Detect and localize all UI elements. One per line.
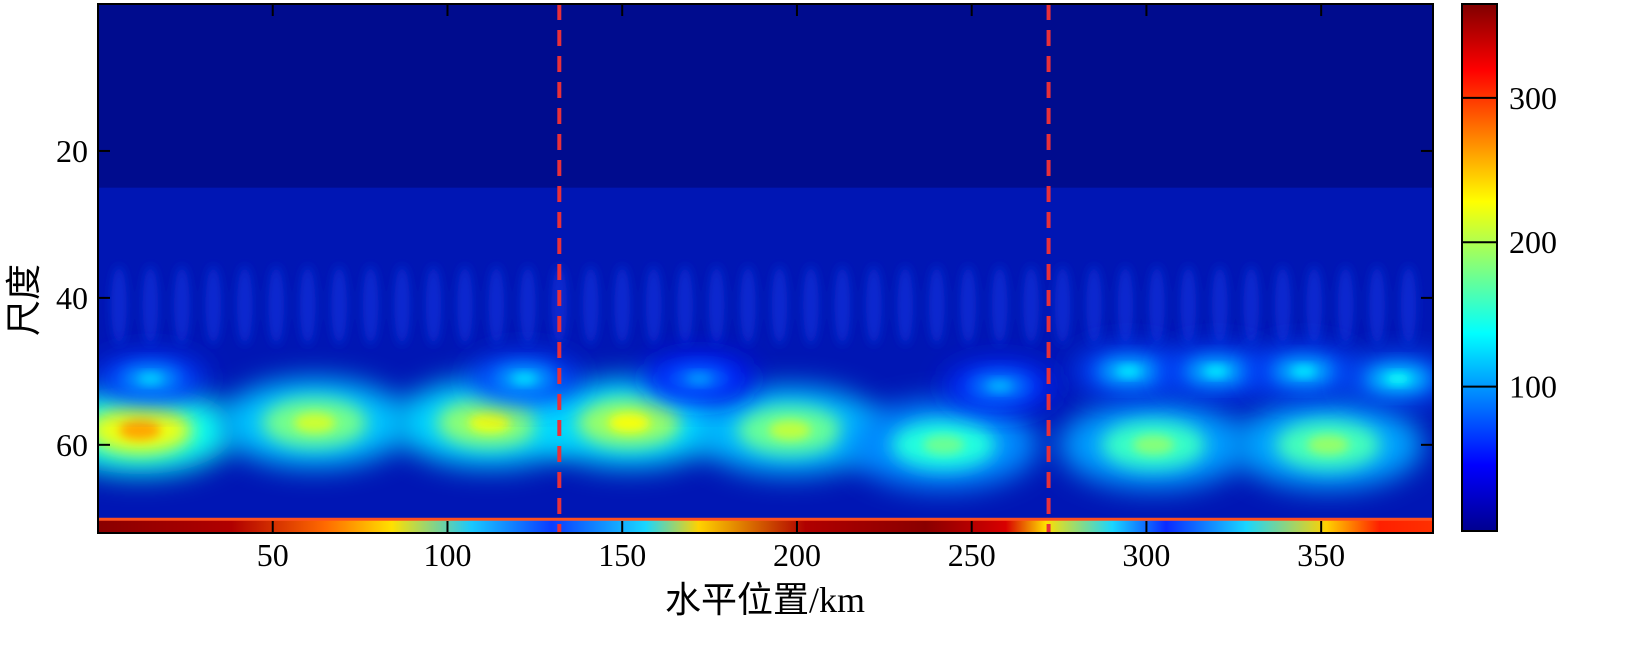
colorbar-tick-label: 100 [1509,369,1557,405]
colorbar-tick-label: 300 [1509,80,1557,116]
blob-peak [1291,366,1316,377]
streak [677,265,694,346]
blob-peak [119,420,161,440]
blob-peak [512,373,537,384]
streak [708,265,725,346]
streak [236,265,253,346]
streak [897,265,914,346]
x-axis: 50 100 150 200 250 300 350 [257,4,1345,573]
x-tick-label: 150 [598,537,646,573]
streak [1086,265,1103,346]
x-tick-label: 50 [257,537,289,573]
x-tick-label: 300 [1122,537,1170,573]
streak [456,265,473,346]
blob-peak [769,420,811,440]
x-tick-label: 200 [773,537,821,573]
streak [142,265,159,346]
streak [394,265,411,346]
y-axis-label: 尺度 [4,264,44,336]
blob-peak [138,373,163,384]
streak [740,265,757,346]
blob-peak [1385,373,1411,384]
streak [488,265,505,346]
streak [1337,265,1354,346]
streak [205,265,222,346]
x-tick-label: 350 [1297,537,1345,573]
streak [1211,265,1228,346]
streak [1369,265,1386,346]
streak [1274,265,1291,346]
streak [582,265,599,346]
streak [299,265,316,346]
blob-peak [1204,366,1229,377]
y-tick-label: 60 [56,427,88,463]
streak [1180,265,1197,346]
oscillation-streaks [110,265,1417,346]
streak [960,265,977,346]
bottom-energy-band [98,518,1433,533]
streak [1117,265,1134,346]
streak [173,265,190,346]
streak [928,265,945,346]
streak [645,265,662,346]
streak [865,265,882,346]
blob-peak [1307,435,1350,455]
streak [425,265,442,346]
streak [802,265,819,346]
colorbar: 100 200 300 [1461,3,1557,532]
streak [1243,265,1260,346]
streak [1400,265,1417,346]
blob-peak [987,380,1012,392]
colorbar-gradient [1462,4,1497,531]
blob-peak [468,413,511,433]
y-axis: 20 40 60 [56,133,1433,463]
streak [110,265,127,346]
colorbar-frame [1461,3,1498,532]
blob-peak [1116,366,1142,377]
energy-blobs [98,347,1433,489]
plot-frame [97,3,1434,534]
x-axis-label: 水平位置/km [665,580,865,620]
plot-area [98,4,1433,533]
streak [1054,265,1071,346]
blob-peak [293,413,336,433]
streak [331,265,348,346]
blob-peak [1132,435,1175,455]
x-tick-label: 250 [948,537,996,573]
streak [771,265,788,346]
blob-peak [608,413,651,433]
blob-peak [686,373,712,384]
streak [614,265,631,346]
blob-peak [922,435,965,455]
streak [1306,265,1323,346]
streak [362,265,379,346]
streak [1148,265,1165,346]
y-tick-label: 20 [56,133,88,169]
y-tick-label: 40 [56,280,88,316]
x-tick-label: 100 [423,537,471,573]
streak [519,265,536,346]
colorbar-tick-label: 200 [1509,224,1557,260]
streak [991,265,1008,346]
streak [834,265,851,346]
streak [268,265,285,346]
streak [1023,265,1040,346]
